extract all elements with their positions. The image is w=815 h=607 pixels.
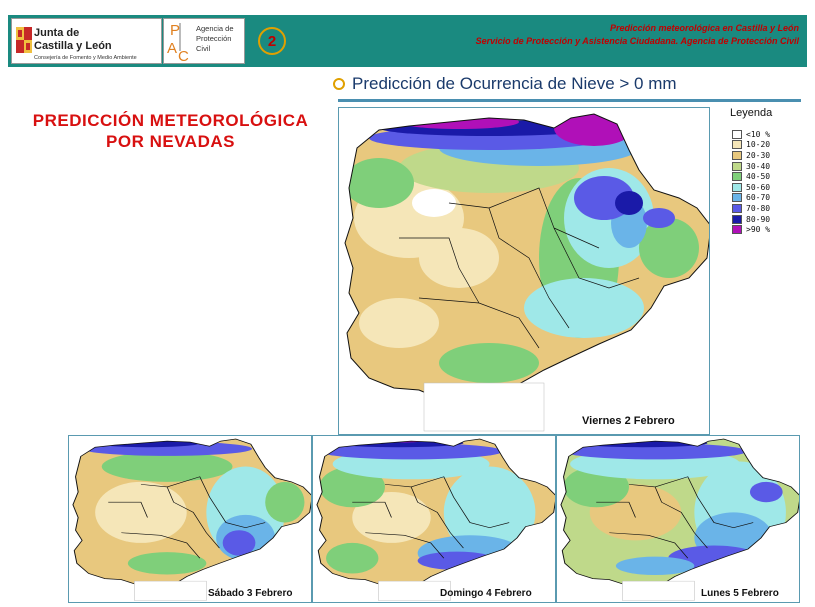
legend-item: 30-40	[732, 161, 808, 172]
proteccion-civil-logo: P A C Agencia de Protección Civil	[163, 18, 245, 64]
legend-swatch	[732, 161, 742, 171]
logo-line1: Junta de	[34, 27, 80, 39]
title-underline	[338, 99, 801, 102]
legend-swatch	[732, 225, 742, 235]
apc-line1: Agencia de	[196, 24, 234, 33]
legend-label: >90 %	[746, 225, 771, 235]
legend-item: 60-70	[732, 193, 808, 204]
legend-swatch	[732, 182, 742, 192]
side-title-line1: PREDICCIÓN METEOROLÓGICA	[32, 111, 309, 130]
legend-item: >90 %	[732, 224, 808, 235]
legend-item: 40-50	[732, 171, 808, 182]
legend-swatch	[732, 193, 742, 203]
logo-line2: Castilla y León	[34, 40, 112, 52]
legend-item: 50-60	[732, 182, 808, 193]
map-friday: Viernes 2 Febrero	[338, 107, 710, 435]
svg-text:C: C	[178, 48, 189, 63]
legend-label: 70-80	[746, 203, 771, 213]
legend-swatch	[732, 150, 742, 160]
apc-line2: Protección	[196, 34, 232, 43]
apc-line3: Civil	[196, 44, 211, 53]
apc-letters-icon: P A C	[167, 22, 189, 63]
legend-item: 20-30	[732, 150, 808, 161]
legend-swatch	[732, 129, 742, 139]
snow-probability-map-saturday	[72, 438, 311, 601]
map-caption-friday: Viernes 2 Febrero	[582, 415, 675, 427]
logo-subtitle: Consejería de Fomento y Medio Ambiente	[34, 55, 137, 61]
legend-label: 50-60	[746, 182, 771, 192]
coat-of-arms-icon	[16, 27, 32, 53]
legend-swatch	[732, 172, 742, 182]
legend-title: Leyenda	[730, 107, 773, 119]
svg-text:A: A	[167, 40, 177, 57]
side-title-line2: POR NEVADAS	[106, 132, 235, 151]
legend-item: 70-80	[732, 203, 808, 214]
map-saturday: Sábado 3 Febrero	[68, 435, 312, 603]
snow-probability-map-monday	[560, 438, 799, 601]
legend-swatch	[732, 203, 742, 213]
legend-item: 80-90	[732, 214, 808, 225]
legend-label: 40-50	[746, 172, 771, 182]
map-monday: Lunes 5 Febrero	[556, 435, 800, 603]
legend-label: <10 %	[746, 129, 771, 139]
legend-list: <10 % 10-20 20-30 30-40 40-50 50-60 60-70 70-80…	[728, 129, 808, 235]
map-caption-sunday: Domingo 4 Febrero	[440, 588, 532, 599]
legend-item: 10-20	[732, 140, 808, 151]
legend-swatch	[732, 140, 742, 150]
header-title-line2: Servicio de Protección y Asistencia Ciud…	[475, 36, 799, 46]
legend-label: 60-70	[746, 193, 771, 203]
map-sunday: Domingo 4 Febrero	[312, 435, 556, 603]
map-caption-monday: Lunes 5 Febrero	[701, 588, 779, 599]
prediction-title: Predicción de Ocurrencia de Nieve > 0 mm	[333, 74, 677, 94]
legend-label: 30-40	[746, 161, 771, 171]
legend: Leyenda <10 % 10-20 20-30 30-40 40-50 50-60 60…	[728, 107, 808, 235]
svg-text:P: P	[170, 22, 180, 39]
legend-item: <10 %	[732, 129, 808, 140]
header-bar: Junta de Castilla y León Consejería de F…	[8, 15, 807, 67]
bullet-ring-icon	[333, 78, 345, 90]
junta-castilla-leon-logo: Junta de Castilla y León Consejería de F…	[11, 18, 162, 64]
side-title: PREDICCIÓN METEOROLÓGICA POR NEVADAS	[8, 110, 333, 152]
snow-probability-map-friday	[344, 113, 709, 432]
legend-swatch	[732, 214, 742, 224]
header-title: Predicción meteorológica en Castilla y L…	[476, 22, 799, 48]
header-title-line1: Predicción meteorológica en Castilla y L…	[609, 23, 799, 33]
snow-probability-map-sunday	[316, 438, 555, 601]
legend-label: 80-90	[746, 214, 771, 224]
prediction-title-text: Predicción de Ocurrencia de Nieve > 0 mm	[352, 74, 677, 93]
legend-label: 20-30	[746, 150, 771, 160]
page-number-badge: 2	[258, 27, 286, 55]
legend-label: 10-20	[746, 140, 771, 150]
map-caption-saturday: Sábado 3 Febrero	[208, 588, 293, 599]
